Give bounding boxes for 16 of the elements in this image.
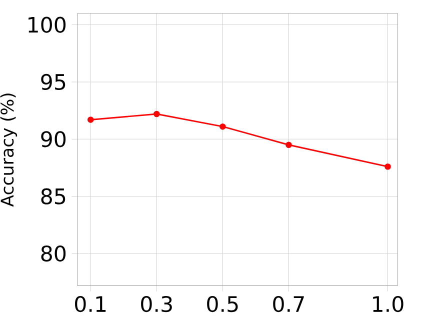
point bbox=[384, 164, 391, 170]
y-tick-label: 95 bbox=[41, 74, 66, 90]
y-axis-title: Accuracy (%) bbox=[0, 94, 18, 207]
x-tick-label: 0.7 bbox=[273, 296, 304, 312]
y-tick-label: 80 bbox=[41, 245, 66, 262]
x-tick-label: 0.1 bbox=[75, 296, 106, 312]
x-tick-label: 0.5 bbox=[207, 296, 238, 312]
x-tick-label: 1.0 bbox=[373, 296, 404, 312]
y-tick-label: 85 bbox=[41, 188, 66, 204]
point bbox=[153, 110, 160, 118]
point bbox=[220, 123, 226, 130]
y-tick-label: 100 bbox=[28, 16, 66, 33]
point bbox=[286, 142, 292, 148]
x-tick-label: 0.3 bbox=[141, 296, 172, 312]
point bbox=[87, 116, 94, 123]
y-tick-label: 90 bbox=[41, 131, 66, 148]
